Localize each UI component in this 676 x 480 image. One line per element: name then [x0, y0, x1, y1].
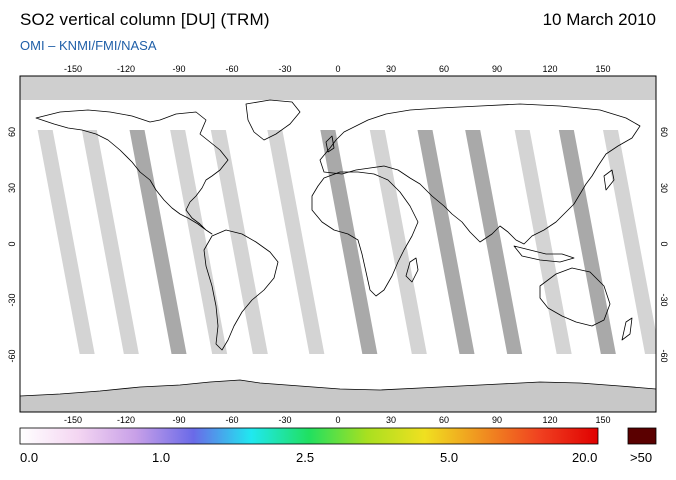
- orbit-gap-4: [210, 130, 268, 354]
- lon-tick-top-10: 150: [595, 64, 610, 74]
- africa-coast: [311, 171, 419, 297]
- greenland-coast: [245, 99, 301, 141]
- lat-tick-right-1: 30: [659, 183, 669, 193]
- scale-label-1: 1.0: [152, 450, 171, 465]
- lon-tick-top-8: 90: [492, 64, 502, 74]
- color-scale-overflow: [627, 427, 657, 445]
- lat-tick-left-1: 30: [7, 183, 17, 193]
- orbit-gap-2: [129, 130, 187, 354]
- scale-label-2: 2.5: [296, 450, 315, 465]
- indonesia-coast: [513, 245, 575, 263]
- north-polar-missing: [20, 76, 656, 100]
- lat-tick-right-3: -30: [659, 293, 669, 306]
- lon-tick-bottom-0: -150: [64, 415, 82, 425]
- lon-tick-bottom-8: 90: [492, 415, 502, 425]
- orbit-gap-3: [170, 130, 228, 354]
- orbit-gap-5: [267, 130, 325, 354]
- lon-tick-top-9: 120: [542, 64, 557, 74]
- lon-tick-top-4: -30: [278, 64, 291, 74]
- japan-coast: [603, 169, 615, 191]
- lat-tick-left-2: 0: [7, 241, 17, 246]
- orbit-gap-11: [558, 130, 616, 354]
- orbit-gap-9: [465, 130, 523, 354]
- lon-tick-bottom-10: 150: [595, 415, 610, 425]
- map-date: 10 March 2010: [542, 10, 656, 29]
- map-frame: [19, 75, 657, 413]
- antarctica-coast: [20, 379, 656, 412]
- orbit-gap-0: [37, 130, 95, 354]
- scale-label-0: 0.0: [20, 450, 39, 465]
- eurasia-coast: [319, 103, 641, 245]
- scale-label-4: 20.0: [572, 450, 598, 465]
- lon-tick-bottom-4: -30: [278, 415, 291, 425]
- lon-tick-top-0: -150: [64, 64, 82, 74]
- orbit-gap-7: [369, 130, 427, 354]
- color-scale-bar: [19, 427, 599, 445]
- madagascar-coast: [405, 257, 419, 283]
- north-america-coast: [35, 109, 229, 235]
- lon-tick-bottom-1: -120: [117, 415, 135, 425]
- map-title: SO2 vertical column [DU] (TRM): [20, 10, 270, 29]
- lon-tick-top-2: -90: [172, 64, 185, 74]
- lon-tick-top-1: -120: [117, 64, 135, 74]
- lat-tick-right-2: 0: [659, 241, 669, 246]
- lat-tick-right-0: 60: [659, 127, 669, 137]
- orbit-gap-12: [603, 130, 656, 354]
- south-america-coast: [203, 229, 279, 351]
- lon-tick-bottom-3: -60: [225, 415, 238, 425]
- lon-tick-bottom-9: 120: [542, 415, 557, 425]
- scale-label-3: 5.0: [440, 450, 459, 465]
- orbit-gap-1: [81, 130, 139, 354]
- lon-tick-top-7: 60: [439, 64, 449, 74]
- lon-tick-top-6: 30: [386, 64, 396, 74]
- lat-tick-right-4: -60: [659, 349, 669, 362]
- lon-tick-bottom-6: 30: [386, 415, 396, 425]
- lat-tick-left-3: -30: [7, 293, 17, 306]
- map-axis-ticks: -150 -150 -120 -120 -90 -90 -60 -60 -30 -30 0 0 30 30…: [7, 64, 669, 425]
- lon-tick-top-5: 0: [335, 64, 340, 74]
- orbit-gap-6: [320, 130, 378, 354]
- orbit-gap-8: [417, 130, 475, 354]
- lat-tick-left-4: -60: [7, 349, 17, 362]
- lon-tick-bottom-2: -90: [172, 415, 185, 425]
- lat-tick-left-0: 60: [7, 127, 17, 137]
- uk-coast: [325, 135, 335, 153]
- map-source: OMI – KNMI/FMI/NASA: [20, 38, 157, 53]
- orbit-gap-10: [514, 130, 572, 354]
- australia-coast: [539, 267, 611, 327]
- new-zealand-coast: [621, 317, 633, 341]
- orbit-gaps: [37, 130, 656, 354]
- lon-tick-bottom-5: 0: [335, 415, 340, 425]
- scale-label-5: >50: [630, 450, 653, 465]
- lon-tick-top-3: -60: [225, 64, 238, 74]
- lon-tick-bottom-7: 60: [439, 415, 449, 425]
